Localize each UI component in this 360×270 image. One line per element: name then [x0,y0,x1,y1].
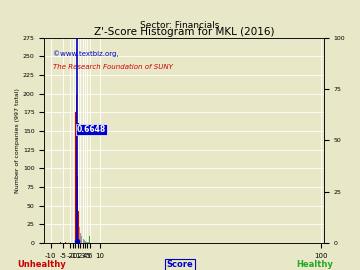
Text: Unhealthy: Unhealthy [17,260,66,269]
Text: 0.6648: 0.6648 [77,125,106,134]
Text: Score: Score [167,260,193,269]
Text: Healthy: Healthy [297,260,333,269]
Title: Z'-Score Histogram for MKL (2016): Z'-Score Histogram for MKL (2016) [94,27,274,37]
Text: The Research Foundation of SUNY: The Research Foundation of SUNY [53,65,173,70]
Text: ©www.textbiz.org,: ©www.textbiz.org, [53,50,118,57]
Y-axis label: Number of companies (997 total): Number of companies (997 total) [15,88,20,193]
Text: Sector: Financials: Sector: Financials [140,21,220,30]
